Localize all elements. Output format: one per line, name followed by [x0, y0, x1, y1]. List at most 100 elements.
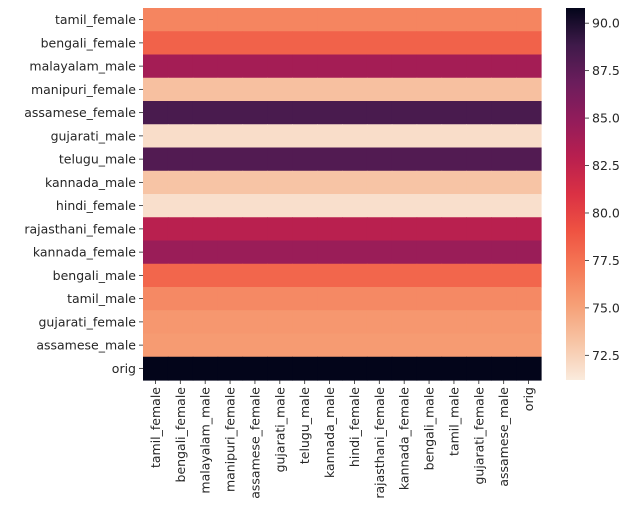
heatmap-cell	[491, 287, 517, 311]
heatmap-cell	[441, 54, 467, 79]
heatmap-cell	[267, 31, 293, 56]
heatmap-cell	[192, 194, 219, 218]
heatmap-cell	[441, 194, 467, 218]
heatmap-cell	[516, 101, 542, 125]
heatmap-cell	[267, 194, 293, 218]
heatmap-cell	[242, 287, 268, 311]
heatmap-cell	[143, 310, 169, 335]
heatmap-cell	[292, 147, 318, 172]
heatmap-cell	[167, 217, 194, 242]
row-label: assamese_female	[24, 105, 136, 120]
heatmap-cell	[167, 356, 194, 381]
column-label: bengali_male	[422, 387, 437, 471]
heatmap-cell	[267, 263, 293, 288]
heatmap-cell	[292, 333, 318, 358]
heatmap-cell	[143, 8, 169, 32]
heatmap-cell	[143, 170, 169, 195]
heatmap-cell	[267, 101, 293, 125]
heatmap-cell	[342, 54, 368, 79]
heatmap-cell	[217, 287, 244, 311]
heatmap-cell	[192, 310, 219, 335]
heatmap-cell	[466, 263, 492, 288]
heatmap-cell	[292, 263, 318, 288]
heatmap-cell	[242, 356, 268, 381]
heatmap-cell	[466, 147, 492, 172]
heatmap-cell	[391, 217, 418, 242]
heatmap-cell	[317, 333, 343, 358]
heatmap-cell	[292, 217, 318, 242]
heatmap-cell	[292, 356, 318, 381]
heatmap-cell	[466, 333, 492, 358]
heatmap-cell	[516, 240, 542, 265]
heatmap-cell	[491, 333, 517, 358]
heatmap-cell	[416, 124, 443, 149]
heatmap-cell	[267, 287, 293, 311]
heatmap-cell	[391, 101, 418, 125]
heatmap-cell	[391, 240, 418, 265]
heatmap-cell	[292, 77, 318, 102]
heatmap-cell	[416, 101, 443, 125]
heatmap-cell	[143, 77, 169, 102]
heatmap-cell	[491, 240, 517, 265]
heatmap-cell	[143, 287, 169, 311]
heatmap-cell	[267, 170, 293, 195]
heatmap-cell	[192, 54, 219, 79]
heatmap-cell	[192, 263, 219, 288]
heatmap-cell	[292, 54, 318, 79]
heatmap-cell	[267, 77, 293, 102]
heatmap-cell	[167, 194, 194, 218]
heatmap-cell	[217, 31, 244, 56]
heatmap-cell	[491, 170, 517, 195]
heatmap-cell	[217, 54, 244, 79]
heatmap-cell	[143, 194, 169, 218]
heatmap-cell	[491, 263, 517, 288]
heatmap-cell	[317, 147, 343, 172]
heatmap-cell	[441, 287, 467, 311]
heatmap-cell	[441, 263, 467, 288]
heatmap-cell	[242, 310, 268, 335]
heatmap-cell	[342, 101, 368, 125]
column-label: bengali_female	[173, 387, 188, 483]
heatmap-cell	[342, 333, 368, 358]
heatmap-cell	[342, 8, 368, 32]
heatmap-cell	[192, 8, 219, 32]
heatmap-cell	[267, 54, 293, 79]
heatmap-cell	[217, 77, 244, 102]
heatmap-cell	[391, 124, 418, 149]
row-label: tamil_female	[55, 12, 136, 27]
heatmap-cell	[491, 101, 517, 125]
heatmap-cell	[466, 8, 492, 32]
heatmap-cell	[366, 8, 393, 32]
heatmap-cell	[143, 240, 169, 265]
heatmap-cell	[342, 356, 368, 381]
heatmap-cell	[342, 310, 368, 335]
heatmap-cell	[143, 124, 169, 149]
heatmap-cell	[366, 287, 393, 311]
heatmap-cell	[366, 77, 393, 102]
heatmap-cell	[192, 147, 219, 172]
heatmap-cell	[317, 54, 343, 79]
heatmap-cell	[292, 310, 318, 335]
row-label: gujarati_female	[38, 314, 136, 329]
heatmap-cell	[391, 356, 418, 381]
heatmap-cell	[416, 240, 443, 265]
heatmap-cell	[242, 147, 268, 172]
heatmap-cell	[342, 263, 368, 288]
row-label: kannada_female	[33, 245, 136, 260]
heatmap-cell	[217, 263, 244, 288]
heatmap-cell	[342, 217, 368, 242]
heatmap-cell	[366, 333, 393, 358]
heatmap-cell	[267, 217, 293, 242]
heatmap-cell	[466, 356, 492, 381]
heatmap-cell	[217, 356, 244, 381]
row-label: gujarati_male	[51, 128, 137, 143]
heatmap-cell	[342, 147, 368, 172]
heatmap-cell	[292, 287, 318, 311]
heatmap-cell	[242, 101, 268, 125]
heatmap-cell	[491, 31, 517, 56]
heatmap-cell	[366, 240, 393, 265]
heatmap-cell	[391, 147, 418, 172]
heatmap-cell	[491, 124, 517, 149]
heatmap-cell	[416, 287, 443, 311]
heatmap-cell	[416, 54, 443, 79]
